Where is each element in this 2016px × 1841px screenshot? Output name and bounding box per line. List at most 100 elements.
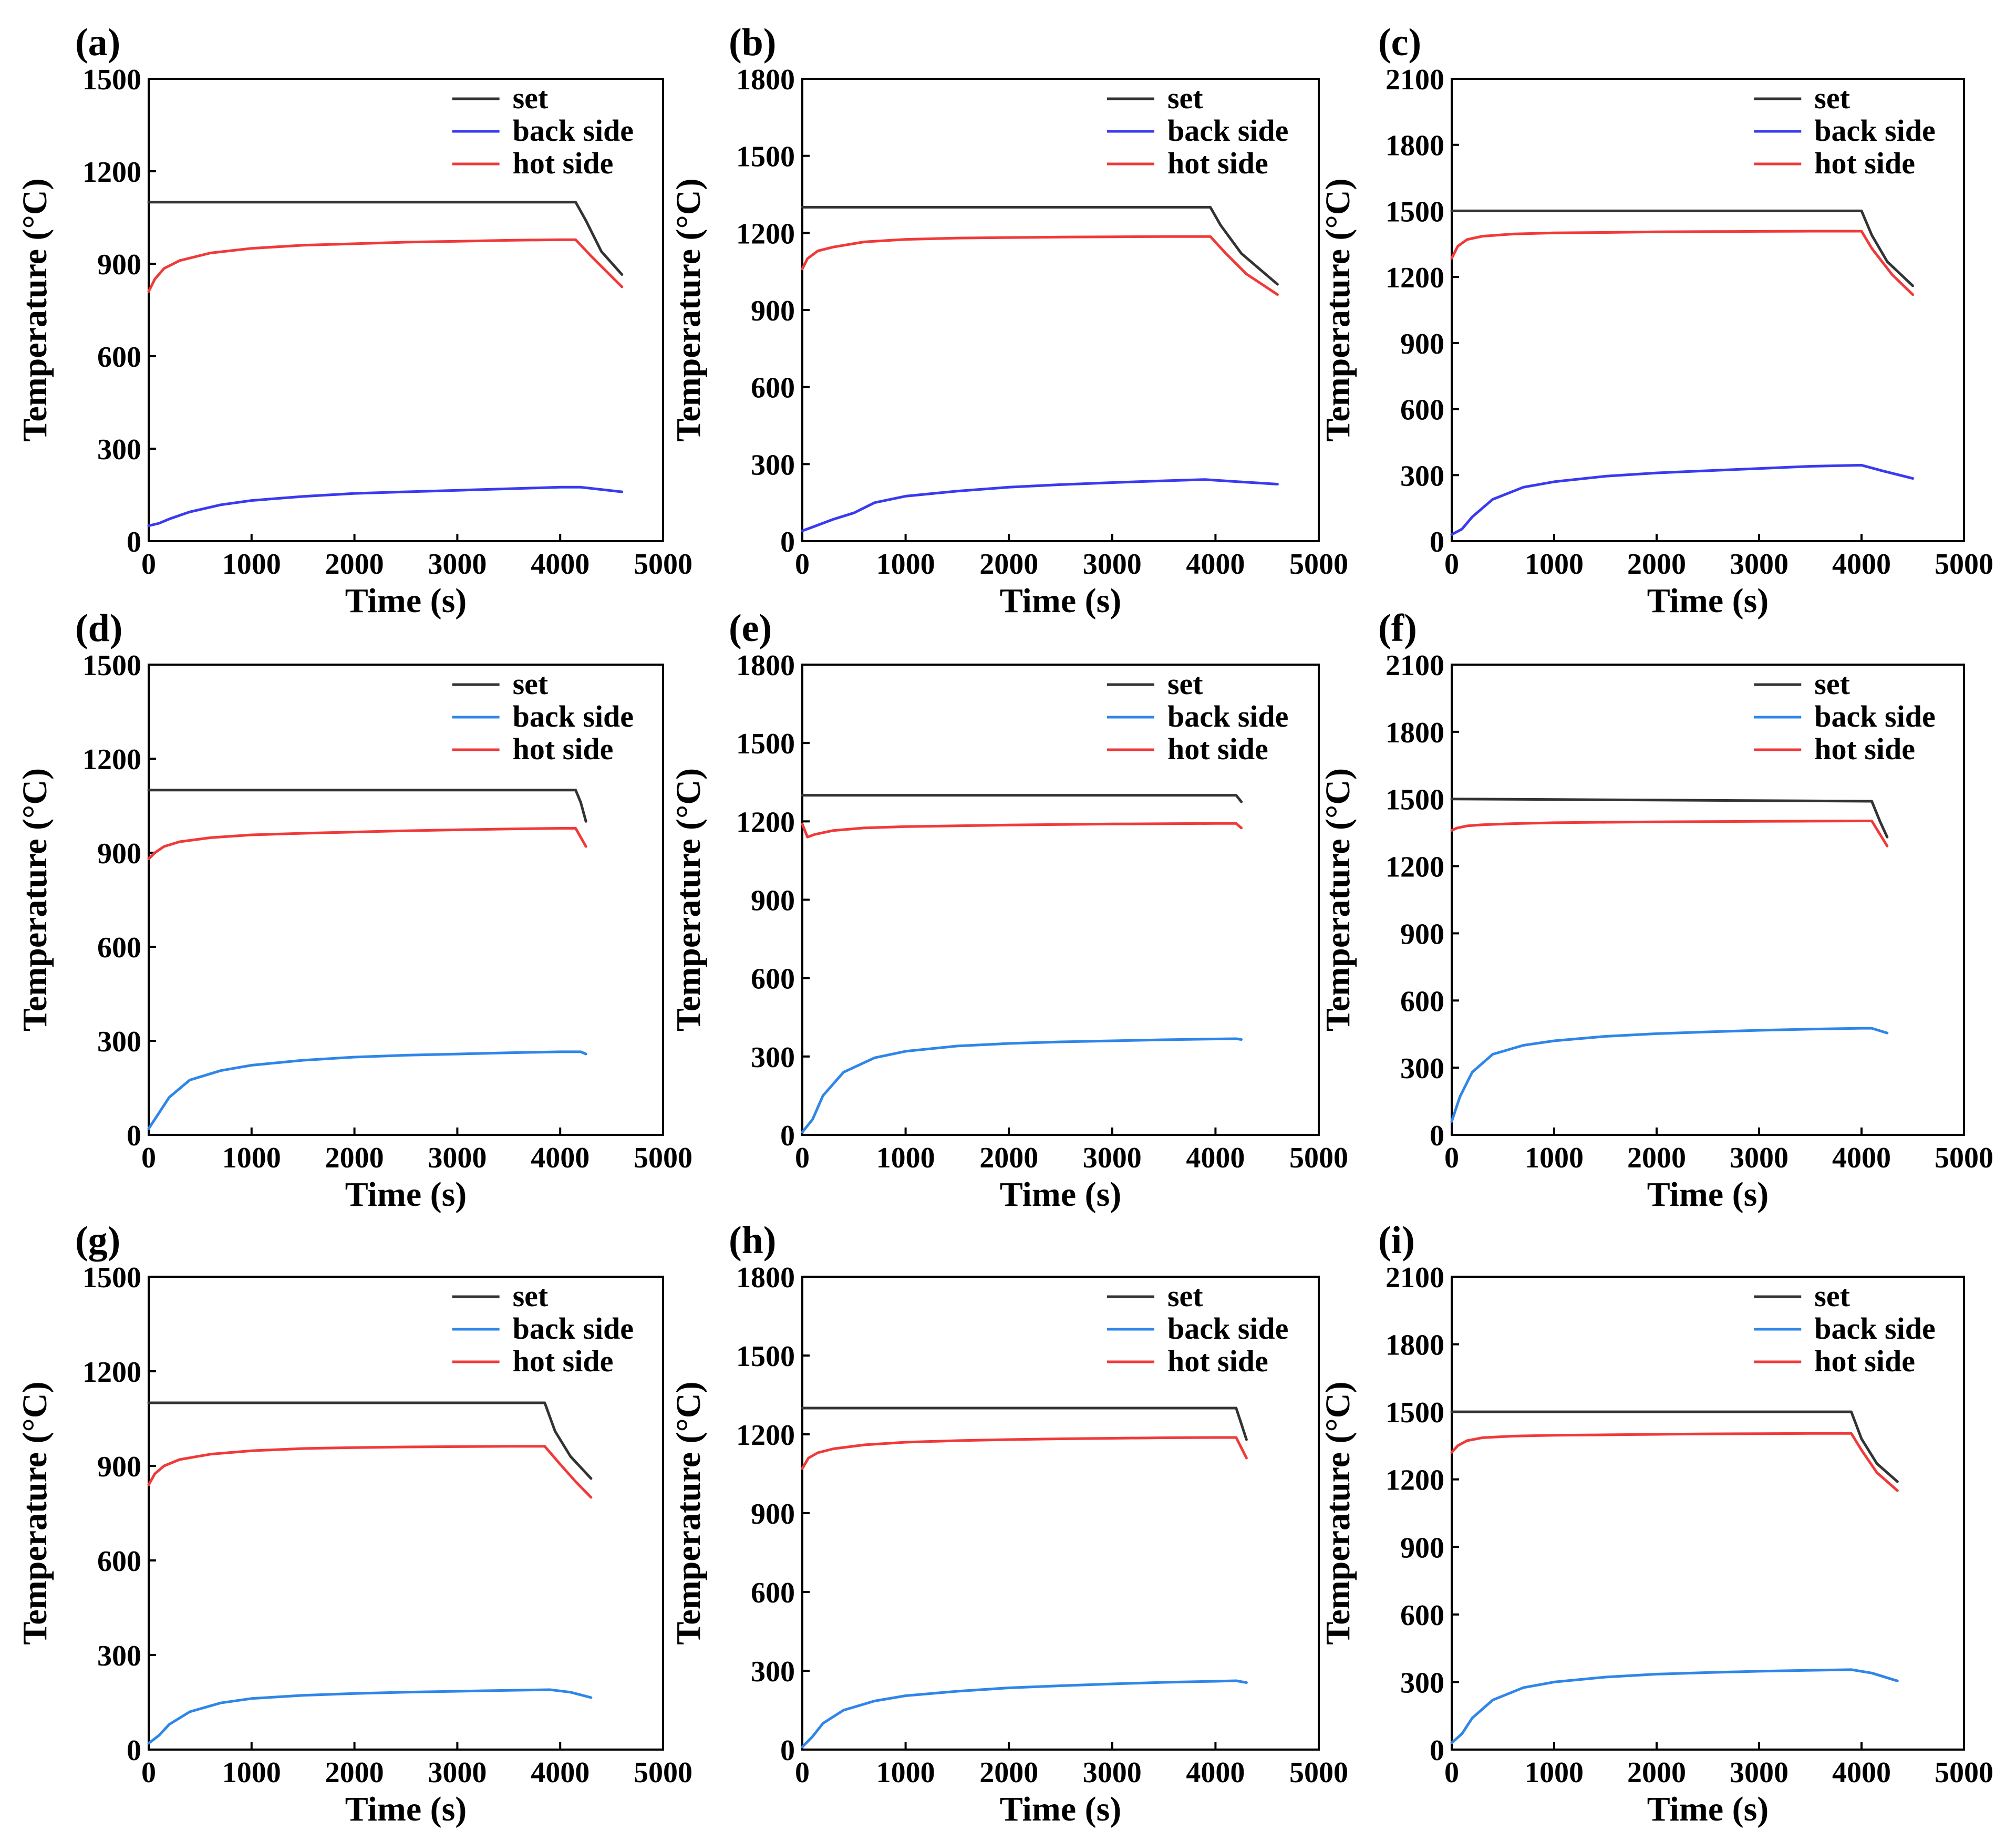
x-tick-label: 2000: [1627, 548, 1686, 581]
y-tick-label: 600: [1400, 394, 1444, 427]
x-tick-label: 3000: [1730, 1756, 1788, 1789]
x-tick-label: 4000: [531, 1142, 590, 1174]
legend-label: back side: [513, 1311, 634, 1346]
y-axis-title: Temperature (°C): [1319, 1381, 1357, 1645]
plot-frame: [1451, 1276, 1965, 1751]
series-line-hot-side: [801, 822, 1243, 839]
x-tick-label: 4000: [1832, 548, 1891, 581]
y-tick-label: 2100: [1386, 1261, 1444, 1294]
x-tick-label: 1000: [1525, 1756, 1584, 1789]
x-axis-title: Time (s): [1647, 1790, 1769, 1828]
x-axis-title: Time (s): [1647, 582, 1769, 620]
x-tick-label: 5000: [634, 548, 692, 581]
x-tick-label: 2000: [979, 1756, 1038, 1789]
plot-frame: [148, 1276, 664, 1751]
y-axis-title: Temperature (°C): [16, 178, 54, 441]
x-tick-label: 3000: [1083, 1756, 1142, 1789]
legend-label: set: [513, 667, 549, 701]
legend-label: back side: [1814, 113, 1935, 148]
y-tick-label: 600: [1400, 1599, 1444, 1632]
x-tick-label: 0: [795, 548, 810, 581]
y-tick-label: 300: [1400, 1052, 1444, 1085]
x-tick-label: 1000: [222, 1142, 281, 1174]
legend-label: back side: [1167, 113, 1288, 148]
x-tick-label: 3000: [1083, 548, 1142, 581]
legend-label: back side: [513, 699, 634, 733]
series-line-back-side: [801, 1679, 1248, 1749]
series-line-back-side: [801, 1037, 1243, 1134]
y-tick-label: 1200: [736, 1419, 795, 1452]
legend-label: back side: [513, 113, 634, 148]
legend-label: back side: [1167, 1311, 1288, 1346]
x-axis-title: Time (s): [345, 1175, 467, 1214]
x-tick-label: 4000: [531, 1756, 590, 1789]
y-tick-label: 1500: [736, 728, 795, 760]
x-tick-label: 0: [795, 1756, 810, 1789]
y-tick-label: 900: [97, 837, 141, 870]
series-line-back-side: [147, 1050, 587, 1130]
series-line-back-side: [147, 485, 624, 528]
panel-f: (f) 0 1000 2000 3000 4000 5000 0 300 600 900 1200 15…: [1319, 607, 1993, 1214]
x-tick-label: 2000: [979, 548, 1038, 581]
x-tick-label: 1000: [1525, 1142, 1584, 1174]
x-tick-label: 0: [141, 1756, 156, 1789]
y-tick-label: 1200: [82, 156, 141, 189]
legend-label: set: [1814, 81, 1850, 115]
series-line-hot-side: [147, 238, 624, 293]
x-tick-label: 5000: [1289, 1142, 1348, 1174]
y-axis-title: Temperature (°C): [669, 178, 708, 441]
x-tick-label: 2000: [325, 1756, 384, 1789]
legend-label: set: [1167, 81, 1203, 115]
y-tick-label: 600: [97, 932, 141, 964]
plot-frame: [1451, 78, 1965, 542]
series-line-back-side: [1450, 463, 1914, 536]
y-tick-label: 300: [97, 1026, 141, 1058]
series-line-set: [1450, 1410, 1899, 1483]
series-line-hot-side: [1450, 1432, 1899, 1492]
y-tick-label: 600: [97, 341, 141, 374]
panel-label: (g): [75, 1219, 120, 1262]
y-axis-title: Temperature (°C): [669, 768, 708, 1031]
legend-label: back side: [1814, 699, 1935, 733]
x-tick-label: 4000: [1186, 1756, 1245, 1789]
series-line-set: [801, 1406, 1248, 1441]
y-tick-label: 0: [780, 1120, 795, 1152]
legend-label: set: [1167, 667, 1203, 701]
panel-c: (c) 0 1000 2000 3000 4000 5000 0 300 600 900 1200 15…: [1319, 21, 1993, 620]
legend-label: hot side: [1814, 1344, 1915, 1378]
panel-label: (a): [75, 21, 120, 64]
x-tick-label: 0: [141, 1142, 156, 1174]
y-tick-label: 300: [1400, 460, 1444, 492]
legend-label: back side: [1167, 699, 1288, 733]
series-line-back-side: [1450, 1027, 1889, 1123]
legend-label: hot side: [1814, 732, 1915, 766]
x-tick-label: 4000: [1832, 1142, 1891, 1174]
plot-frame: [148, 664, 664, 1136]
legend-label: hot side: [1167, 146, 1268, 180]
x-tick-label: 0: [1444, 548, 1459, 581]
x-tick-label: 0: [141, 548, 156, 581]
panel-a: (a) 0 1000 2000 3000 4000 5000 0 300 600 900 1200 15…: [16, 21, 692, 620]
x-tick-label: 4000: [531, 548, 590, 581]
x-tick-label: 1000: [876, 1142, 935, 1174]
panel-label: (f): [1378, 607, 1417, 650]
x-tick-label: 2000: [1627, 1756, 1686, 1789]
series-line-set: [801, 205, 1279, 286]
x-tick-label: 1000: [222, 1756, 281, 1789]
legend-label: set: [1167, 1279, 1203, 1313]
panel-i: (i) 0 1000 2000 3000 4000 5000 0 300 600 900 1200 15…: [1319, 1219, 1993, 1828]
y-tick-label: 1200: [82, 743, 141, 776]
series-line-hot-side: [1450, 230, 1914, 296]
y-tick-label: 1800: [1386, 1329, 1444, 1362]
y-tick-label: 1500: [1386, 1397, 1444, 1429]
x-tick-label: 2000: [1627, 1142, 1686, 1174]
x-tick-label: 4000: [1186, 548, 1245, 581]
y-tick-label: 1800: [736, 649, 795, 682]
y-tick-label: 900: [1400, 918, 1444, 950]
x-axis-title: Time (s): [1000, 582, 1122, 620]
